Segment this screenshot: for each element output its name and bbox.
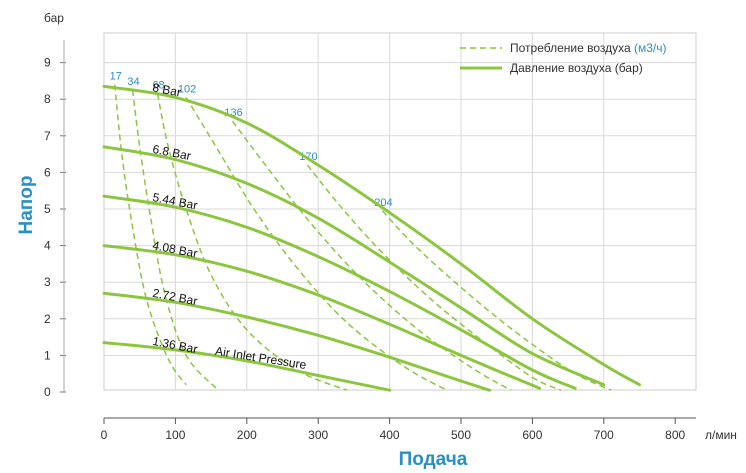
y-tick-label: 8 [44, 92, 51, 106]
pressure-curve-label: 8 Bar [151, 80, 182, 99]
air-consumption-label: 102 [178, 83, 196, 95]
air-consumption-curve [131, 90, 219, 391]
x-tick-label: 700 [594, 428, 614, 442]
x-tick-label: 100 [165, 428, 185, 442]
air-consumption-curve [113, 84, 187, 386]
air-pressure-curve [102, 145, 606, 387]
x-tick-label: 600 [522, 428, 542, 442]
y-tick-label: 2 [44, 312, 51, 326]
air-consumption-label: 17 [110, 71, 122, 83]
y-tick-label: 4 [44, 239, 51, 253]
air-pressure-curve [102, 291, 492, 392]
x-tick-label: 500 [451, 428, 471, 442]
air-pressure-curve [102, 244, 541, 390]
x-tick-label: 800 [665, 428, 685, 442]
air-consumption-curve [306, 164, 562, 391]
air-pressure-curve [102, 341, 392, 392]
x-axis: л/мин 0 100 200 300 400 500 600 700 800 [101, 418, 737, 442]
y-tick-label: 5 [44, 202, 51, 216]
y-tick-label: 7 [44, 129, 51, 143]
y-axis-title: Напор [16, 176, 37, 235]
air-consumption-curve [156, 93, 348, 391]
y-tick-label: 0 [44, 385, 51, 399]
x-tick-label: 300 [308, 428, 328, 442]
x-tick-label: 200 [237, 428, 257, 442]
legend: Потребление воздуха (м3/ч) Давление возд… [460, 41, 667, 75]
x-axis-unit: л/мин [705, 428, 737, 442]
x-tick-label: 0 [101, 428, 108, 442]
air-consumption-label: 34 [127, 76, 139, 88]
y-axis: бар 0 1 2 3 4 5 6 7 8 9 [44, 11, 66, 399]
legend-air-consumption: Потребление воздуха (м3/ч) [510, 41, 667, 55]
air-pressure-lines [102, 84, 641, 392]
air-consumption-label: 170 [299, 151, 317, 163]
y-tick-label: 1 [44, 348, 51, 362]
y-tick-label: 6 [44, 165, 51, 179]
y-axis-unit: бар [44, 11, 64, 25]
grid [104, 33, 696, 390]
y-tick-label: 3 [44, 275, 51, 289]
legend-air-pressure: Давление воздуха (бар) [510, 61, 643, 75]
air-consumption-label: 68 [152, 80, 164, 92]
air-consumption-curve [185, 97, 448, 391]
x-axis-title: Подача [399, 449, 468, 470]
plot-frame [103, 32, 697, 391]
air-pressure-curve [102, 84, 641, 387]
x-tick-label: 400 [380, 428, 400, 442]
y-tick-label: 9 [44, 56, 51, 70]
air-pressure-curve [102, 194, 577, 390]
